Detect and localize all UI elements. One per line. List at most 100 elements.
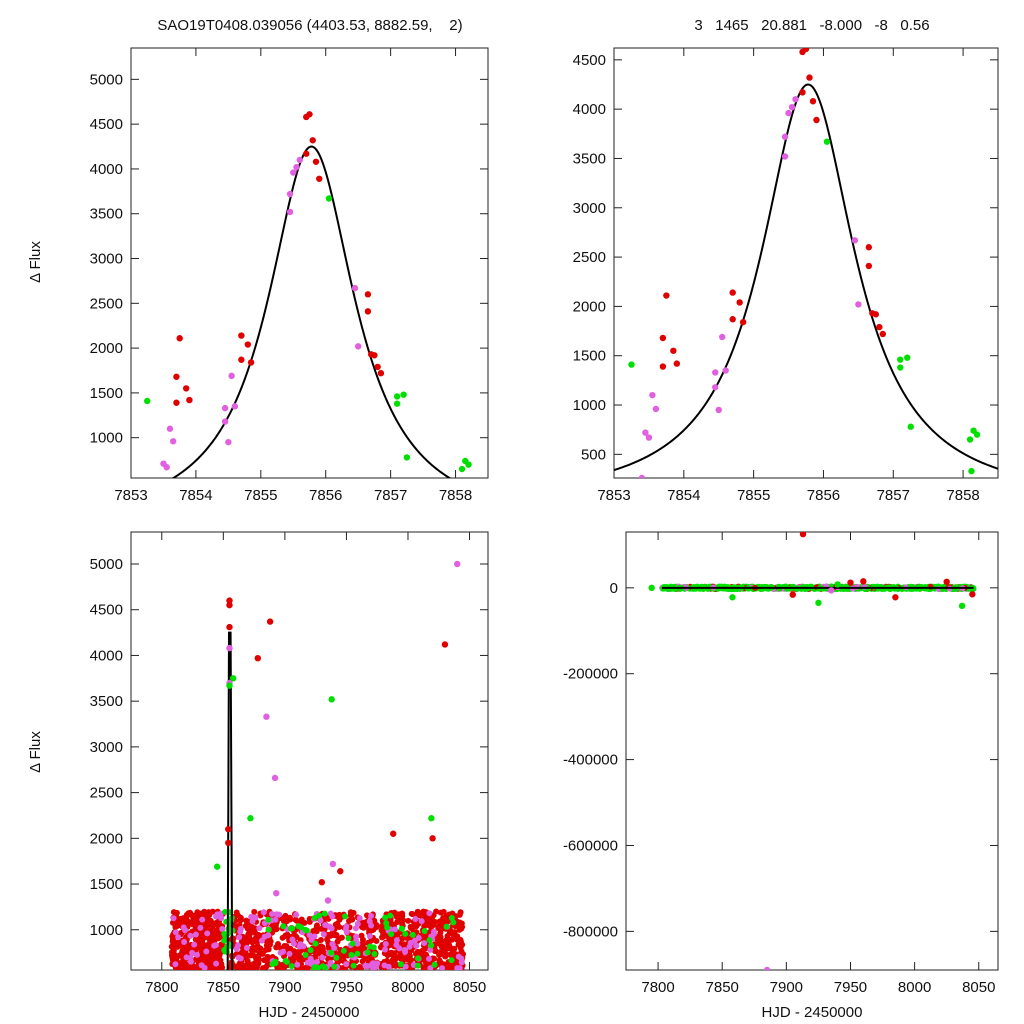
xlabel-bottom-left: HJD - 2450000 xyxy=(259,1004,360,1021)
data-point-red xyxy=(364,291,372,298)
data-point-magenta xyxy=(221,418,229,425)
data-point-red xyxy=(673,360,681,367)
ylabel-bottom-left: Δ Flux xyxy=(27,731,44,773)
cloud-point xyxy=(409,931,416,938)
data-point-green xyxy=(968,467,975,475)
data-point-red xyxy=(670,347,677,354)
cloud-point xyxy=(173,940,180,947)
cloud-point xyxy=(284,918,291,925)
y-tick-label: -400000 xyxy=(563,752,618,769)
cloud-point xyxy=(236,934,243,941)
cloud-point xyxy=(443,923,450,930)
cloud-point xyxy=(201,964,208,970)
data-point-green xyxy=(973,431,981,438)
data-point-green xyxy=(904,354,911,361)
x-tick-label: 8050 xyxy=(962,979,995,996)
y-tick-label: 4000 xyxy=(90,647,123,664)
cloud-point xyxy=(168,943,175,950)
plot-area xyxy=(168,560,467,970)
data-point-magenta xyxy=(286,208,294,216)
cloud-point xyxy=(172,961,179,968)
cloud-point xyxy=(319,954,326,961)
cloud-point xyxy=(426,910,433,917)
data-point-magenta xyxy=(228,372,235,380)
cloud-point xyxy=(265,916,272,923)
x-tick-label: 7853 xyxy=(597,487,630,504)
cloud-point xyxy=(257,945,264,952)
data-point-red xyxy=(789,591,796,598)
cloud-point xyxy=(185,910,192,917)
cloud-point xyxy=(388,949,395,956)
cloud-point xyxy=(368,962,375,969)
data-point-green xyxy=(897,364,904,371)
cloud-point xyxy=(374,960,381,967)
plot-area xyxy=(648,532,977,970)
cloud-point xyxy=(456,926,463,933)
data-point-green xyxy=(958,602,966,610)
data-point-green xyxy=(229,675,237,682)
data-point-magenta xyxy=(785,109,792,117)
cloud-point xyxy=(172,929,179,936)
cloud-point xyxy=(317,917,324,924)
x-tick-label: 7857 xyxy=(877,487,910,504)
data-point-magenta xyxy=(715,406,722,414)
cloud-point xyxy=(431,961,438,968)
cloud-point xyxy=(263,942,270,949)
data-point-green xyxy=(465,461,472,468)
data-point-magenta xyxy=(166,425,174,432)
cloud-point xyxy=(354,940,361,947)
cloud-point xyxy=(193,951,200,958)
data-point-magenta xyxy=(649,391,656,399)
data-point-green xyxy=(834,581,841,588)
x-tick-label: 7950 xyxy=(834,979,867,996)
data-point-red xyxy=(377,369,385,377)
cloud-point xyxy=(280,948,287,955)
cloud-point xyxy=(170,915,177,922)
cloud-point xyxy=(421,940,428,947)
data-point-red xyxy=(969,591,976,598)
data-point-magenta xyxy=(652,405,660,413)
cloud-point xyxy=(366,918,373,925)
y-tick-label: -600000 xyxy=(563,837,618,854)
cloud-point xyxy=(421,927,428,934)
x-tick-label: 7854 xyxy=(179,487,212,504)
cloud-point xyxy=(405,917,412,924)
data-point-red xyxy=(663,292,670,299)
cloud-point xyxy=(233,909,240,916)
y-tick-label: 1500 xyxy=(90,385,123,402)
data-point-magenta xyxy=(351,284,359,292)
cloud-point xyxy=(199,942,206,949)
cloud-point xyxy=(190,916,197,923)
data-point-red xyxy=(809,98,817,105)
cloud-point xyxy=(439,965,446,970)
data-point-red xyxy=(847,579,854,586)
cloud-point xyxy=(449,910,456,917)
x-tick-label: 7858 xyxy=(439,487,472,504)
data-point-red xyxy=(806,74,813,81)
cloud-point xyxy=(366,932,373,939)
data-point-magenta xyxy=(763,966,771,970)
cloud-point xyxy=(268,910,275,917)
data-point-green xyxy=(458,465,466,473)
cloud-point xyxy=(321,910,328,917)
data-point-green xyxy=(400,391,407,398)
y-tick-label: 3000 xyxy=(90,251,123,268)
cloud-point xyxy=(209,953,216,960)
cloud-point xyxy=(179,950,186,957)
cloud-point xyxy=(300,943,307,950)
cloud-point xyxy=(454,965,461,970)
cloud-point xyxy=(342,913,349,920)
y-tick-label: 3000 xyxy=(90,739,123,756)
cloud-point xyxy=(457,939,464,946)
cloud-point xyxy=(406,943,413,950)
cloud-point xyxy=(222,932,229,939)
cloud-point xyxy=(249,918,256,925)
data-point-magenta xyxy=(231,403,239,410)
x-tick-label: 7900 xyxy=(770,979,803,996)
data-point-magenta xyxy=(645,434,653,441)
cloud-point xyxy=(314,959,321,966)
x-tick-label: 7856 xyxy=(807,487,840,504)
cloud-point xyxy=(311,915,318,922)
y-tick-label: 3500 xyxy=(90,693,123,710)
data-point-red xyxy=(225,825,232,833)
